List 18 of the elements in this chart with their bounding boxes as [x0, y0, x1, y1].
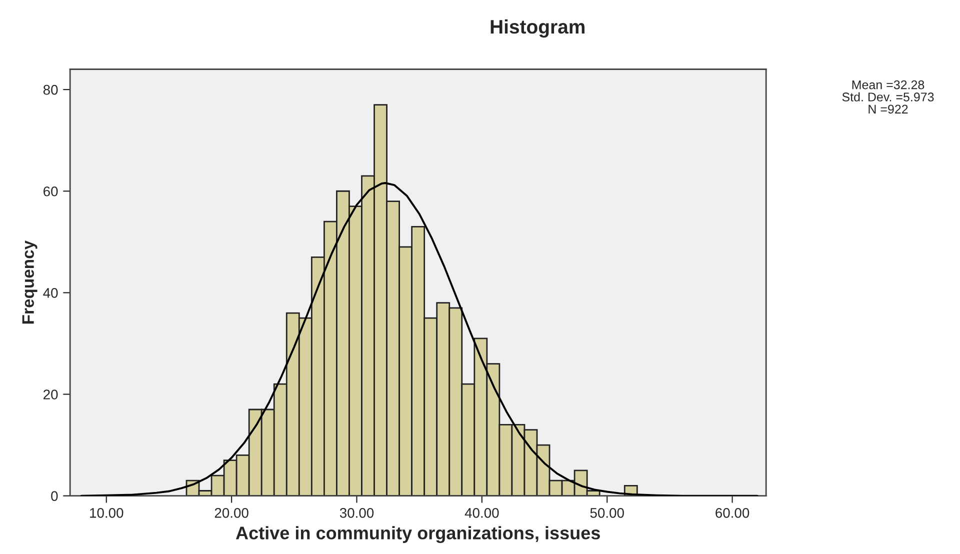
y-tick-label: 20: [44, 390, 58, 400]
line-series: [80, 182, 758, 496]
y-tick-label: 60: [44, 186, 58, 196]
x-tick-label: 10.00: [90, 508, 124, 518]
text: Std. Dev. =5.973: [842, 92, 934, 102]
x-tick-label: 40.00: [464, 508, 499, 518]
y-axis-title: Frequency: [22, 240, 38, 324]
x-axis-title: Active in community organizations, issues: [236, 526, 600, 544]
text: N =922: [868, 104, 908, 114]
x-tick-label: 20.00: [214, 508, 248, 518]
y-tick-label: 80: [43, 84, 58, 95]
y-tick-label: 0: [51, 491, 58, 501]
x-tick-label: 50.00: [590, 508, 624, 518]
x-tick-label: 60.00: [716, 508, 750, 518]
y-tick-label: 40: [43, 288, 58, 298]
text: Mean =32.28: [852, 80, 924, 90]
x-tick-label: 30.00: [340, 508, 374, 518]
chart-title: Histogram: [490, 19, 584, 38]
